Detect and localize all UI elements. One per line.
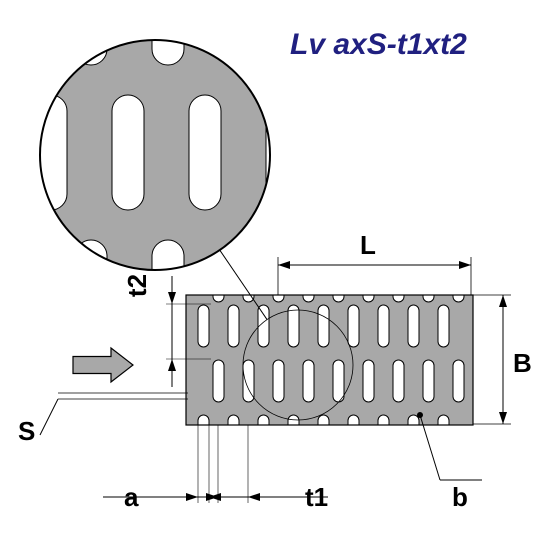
dim-label-t1: t1 [305,482,328,513]
dim-label-t2: t2 [122,274,153,297]
dim-label-a: a [124,482,138,513]
diagram-title: Lv axS-t1xt2 [290,28,467,62]
dim-label-L: L [360,230,376,261]
dim-label-b: b [452,482,468,513]
dim-label-S: S [18,416,35,447]
feed-arrow [73,348,133,382]
dim-label-B: B [513,348,532,379]
